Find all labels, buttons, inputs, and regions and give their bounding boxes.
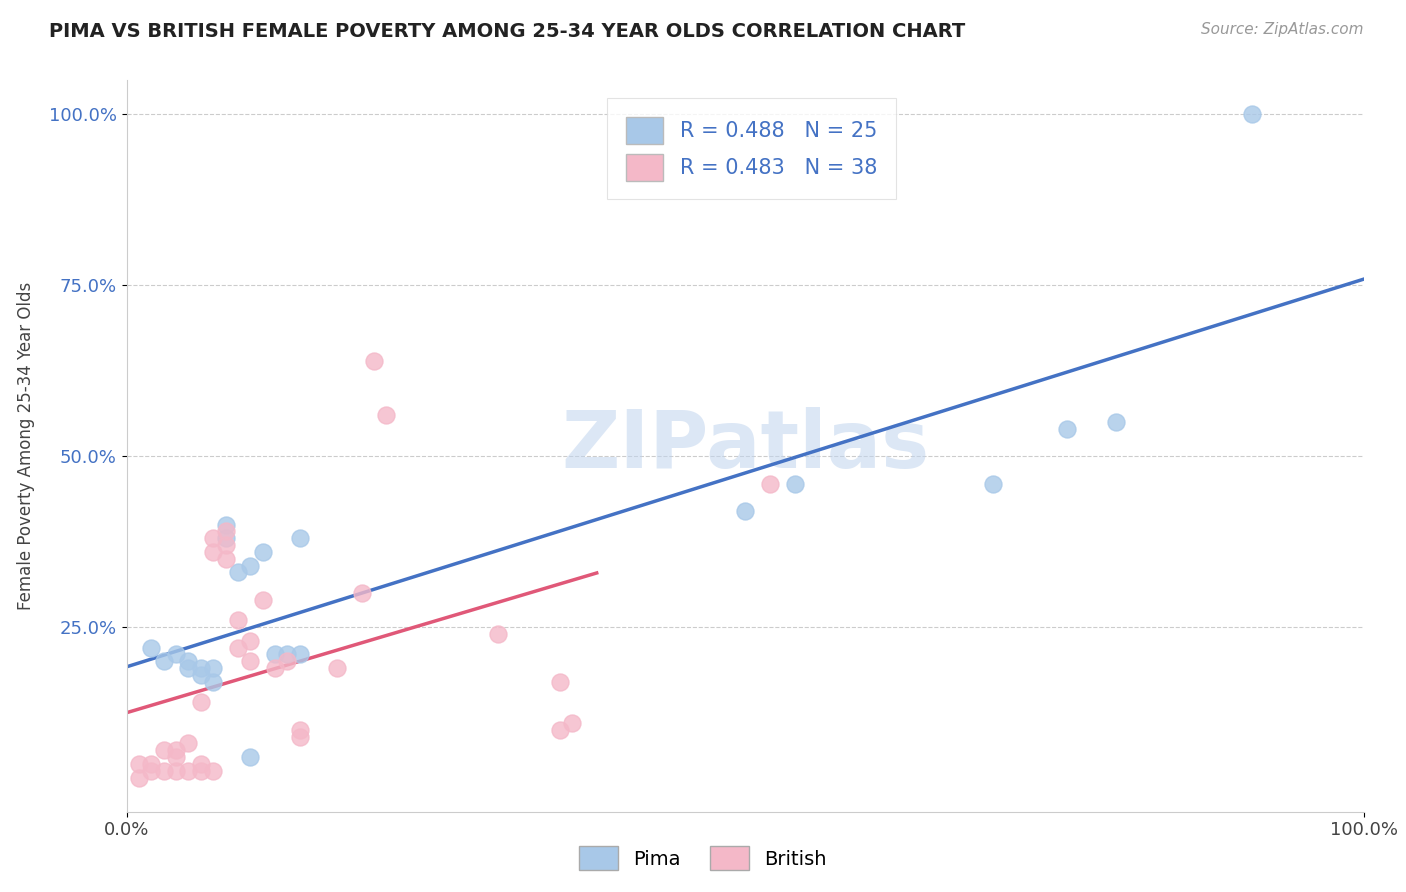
Point (165, 648, 187, 662)
Point (276, 654, 298, 668)
Point (326, 661, 349, 675)
Point (239, 750, 262, 764)
Point (165, 750, 187, 764)
Point (734, 504, 756, 518)
Point (350, 586, 373, 600)
Point (214, 551, 236, 566)
Point (239, 633, 262, 648)
Point (152, 743, 174, 757)
Point (128, 771, 150, 785)
Text: ZIPatlas: ZIPatlas (561, 407, 929, 485)
Point (190, 695, 212, 709)
Point (202, 674, 225, 689)
Point (239, 558, 262, 573)
Point (264, 661, 287, 675)
Point (190, 668, 212, 682)
Point (190, 661, 212, 675)
Point (202, 661, 225, 675)
Point (177, 764, 200, 778)
Point (141, 640, 163, 655)
Point (276, 648, 298, 662)
Point (202, 545, 225, 559)
Point (561, 715, 583, 730)
Point (190, 764, 212, 778)
Point (363, 353, 385, 368)
Point (288, 723, 311, 737)
Point (226, 613, 249, 627)
Point (202, 764, 225, 778)
Point (214, 538, 236, 552)
Text: Source: ZipAtlas.com: Source: ZipAtlas.com (1201, 22, 1364, 37)
Point (548, 723, 571, 737)
Point (486, 627, 509, 641)
Point (177, 654, 200, 668)
Point (177, 661, 200, 675)
Y-axis label: Female Poverty Among 25-34 Year Olds: Female Poverty Among 25-34 Year Olds (17, 282, 35, 610)
Point (288, 648, 311, 662)
Point (214, 524, 236, 539)
Point (214, 517, 236, 532)
Point (783, 476, 806, 491)
Point (226, 640, 249, 655)
Text: PIMA VS BRITISH FEMALE POVERTY AMONG 25-34 YEAR OLDS CORRELATION CHART: PIMA VS BRITISH FEMALE POVERTY AMONG 25-… (49, 22, 966, 41)
Point (152, 654, 174, 668)
Point (190, 756, 212, 771)
Point (214, 531, 236, 545)
Point (1241, 107, 1264, 121)
Point (165, 743, 187, 757)
Point (252, 545, 274, 559)
Point (1056, 422, 1078, 436)
Point (141, 756, 163, 771)
Point (141, 764, 163, 778)
Point (128, 756, 150, 771)
Point (288, 730, 311, 744)
Point (165, 764, 187, 778)
Point (981, 476, 1004, 491)
Point (1105, 415, 1128, 429)
Point (375, 409, 398, 423)
Point (264, 648, 287, 662)
Legend: Pima, British: Pima, British (571, 838, 835, 878)
Point (548, 674, 571, 689)
Point (759, 476, 782, 491)
Point (152, 764, 174, 778)
Point (177, 736, 200, 750)
Legend: R = 0.488   N = 25, R = 0.483   N = 38: R = 0.488 N = 25, R = 0.483 N = 38 (607, 98, 896, 200)
Point (239, 654, 262, 668)
Point (288, 531, 311, 545)
Point (202, 531, 225, 545)
Point (252, 592, 274, 607)
Point (226, 566, 249, 580)
